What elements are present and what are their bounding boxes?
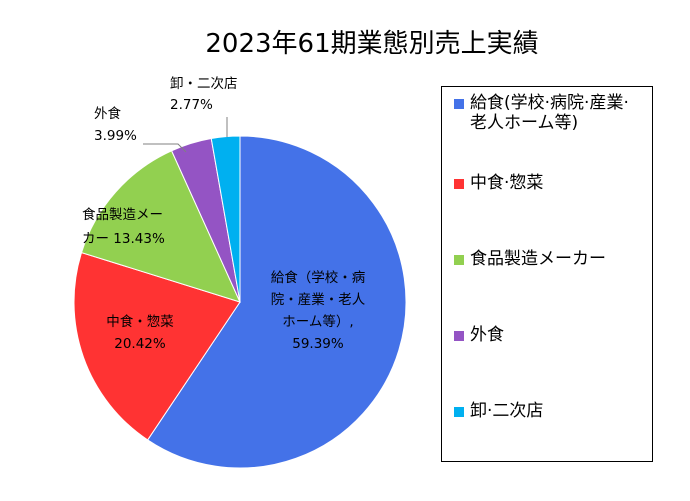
- data-label-value: 20.42%: [114, 336, 166, 352]
- pie-slices: [73, 135, 407, 469]
- leader-line: [143, 143, 187, 153]
- legend-item-maker: 食品製造メーカー: [454, 249, 620, 269]
- data-label: カー 13.43%: [82, 231, 165, 247]
- chart-title: 2023年61期業態別売上実績: [205, 29, 538, 59]
- legend-label: 卸·二次店: [470, 401, 544, 421]
- data-labels: 給食（学校・病院・産業・老人ホーム等）, 59.39% 中食・惣菜 20.42% 食品製…: [82, 76, 366, 352]
- legend-swatch: [454, 407, 464, 417]
- legend: 給食(学校·病院·産業·老人ホーム等) 中食·惣菜 食品製造メーカー 外食 卸·…: [441, 86, 653, 462]
- data-label-value: 3.99%: [94, 128, 137, 144]
- legend-label: 給食(学校·病院·産業·老人ホーム等): [470, 93, 629, 133]
- pie-slice: [73, 251, 241, 441]
- leader-lines: [143, 117, 228, 153]
- pie-slice: [210, 135, 241, 303]
- data-label-value: 59.39%: [292, 336, 344, 352]
- legend-swatch: [454, 99, 464, 109]
- data-label: 院・産業・老人: [271, 292, 366, 308]
- pie-slice: [80, 150, 241, 303]
- legend-swatch: [454, 179, 464, 189]
- legend-label: 外食: [470, 325, 504, 345]
- data-label: 外食: [94, 105, 121, 122]
- data-label: ホーム等）,: [282, 313, 353, 330]
- data-label: 卸・二次店: [170, 76, 238, 92]
- data-label: 中食・惣菜: [106, 313, 174, 330]
- legend-swatch: [454, 255, 464, 265]
- legend-item-kyushoku: 給食(学校·病院·産業·老人ホーム等): [454, 93, 645, 133]
- legend-item-nakashoku: 中食·惣菜: [454, 173, 645, 193]
- legend-swatch: [454, 331, 464, 341]
- legend-label: 中食·惣菜: [470, 173, 544, 193]
- legend-label: 食品製造メーカー: [470, 249, 606, 269]
- legend-item-gaishoku: 外食: [454, 325, 645, 345]
- data-label: 食品製造メー: [82, 206, 163, 223]
- legend-item-oroshi: 卸·二次店: [454, 401, 645, 421]
- data-label-value: 2.77%: [170, 97, 213, 113]
- data-label: 給食（学校・病: [271, 269, 366, 286]
- pie-slice: [146, 135, 407, 469]
